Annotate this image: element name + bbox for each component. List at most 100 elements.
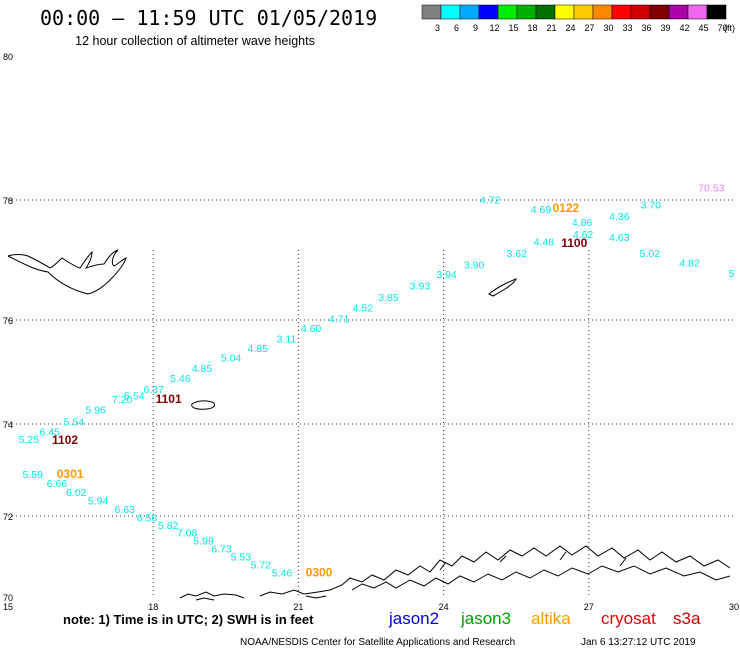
wave-height-value: 4.82 <box>679 258 700 270</box>
legend-swatch-70 <box>706 4 727 20</box>
wave-height-value: 5.54 <box>124 391 145 403</box>
wave-height-value: 6.73 <box>211 543 232 555</box>
wave-height-value: 5.53 <box>231 551 252 563</box>
lat-tick-label-74: 74 <box>3 420 13 430</box>
wave-height-value: 5.59 <box>23 469 44 481</box>
legend-swatch-45 <box>687 4 708 20</box>
wave-height-value: 4.60 <box>301 323 322 335</box>
satellite-legend-s3a: s3a <box>673 609 701 628</box>
legend-swatch-21 <box>535 4 556 20</box>
wave-height-value: 3.70 <box>641 199 662 211</box>
legend-swatch-42 <box>668 4 689 20</box>
satellite-legend-jason2: jason2 <box>388 609 439 628</box>
wave-height-value: 5.02 <box>640 248 661 260</box>
lon-tick-label-15: 15 <box>3 602 13 612</box>
wave-height-value: 4.72 <box>480 195 501 207</box>
lat-tick-label-72: 72 <box>3 512 13 522</box>
lat-tick-label-76: 76 <box>3 316 13 326</box>
lon-tick-label-18: 18 <box>148 602 158 612</box>
wave-height-value: 4.69 <box>531 204 552 216</box>
legend-swatch-24 <box>554 4 575 20</box>
legend-swatch-18 <box>516 4 537 20</box>
wave-height-color-legend: 3 6 9 12 15 18 21 24 27 30 33 36 39 42 45 70 <box>421 4 728 33</box>
legend-label-42: 42 <box>679 23 689 33</box>
wave-height-value: 5.96 <box>85 405 106 417</box>
wave-height-value: 5.46 <box>170 373 191 385</box>
spitsbergen-coast <box>7 249 127 295</box>
legend-label-9: 9 <box>473 23 478 33</box>
satellite-legend-jason3: jason3 <box>460 609 511 628</box>
legend-label-12: 12 <box>489 23 499 33</box>
land-outlines <box>7 249 731 601</box>
legend-swatch-9 <box>459 4 480 20</box>
satellite-legend: jason2 jason3 altika cryosat s3a <box>388 609 701 628</box>
wave-height-value: 3.90 <box>464 259 485 271</box>
wave-height-value: 4.48 <box>534 237 555 249</box>
wave-height-value: 5.46 <box>272 568 293 580</box>
wave-height-value: 5.04 <box>221 353 242 365</box>
pass-time-label: 1100 <box>561 236 587 250</box>
wave-height-value: 70.53 <box>698 182 724 194</box>
wave-height-value: 4.71 <box>329 314 350 326</box>
legend-label-3: 3 <box>435 23 440 33</box>
wave-height-value: 3.85 <box>378 292 399 304</box>
map-area: 15 18 21 24 27 30 70 72 74 76 78 80 4.72 4.69 0122 3.7… <box>3 52 739 612</box>
legend-swatch-12 <box>478 4 499 20</box>
wave-height-value: 4.85 <box>192 363 213 375</box>
legend-label-6: 6 <box>454 23 459 33</box>
wave-height-value: 6.37 <box>144 384 165 396</box>
wave-height-value: 5.54 <box>64 416 85 428</box>
legend-label-30: 30 <box>603 23 613 33</box>
legend-label-70: 70 <box>717 23 727 33</box>
wave-height-value: 3.11 <box>277 333 297 345</box>
legend-label-21: 21 <box>546 23 556 33</box>
page-subtitle: 12 hour collection of altimeter wave hei… <box>75 34 315 48</box>
page-title: 00:00 – 11:59 UTC 01/05/2019 <box>40 6 377 30</box>
legend-label-18: 18 <box>527 23 537 33</box>
legend-swatch-30 <box>592 4 613 20</box>
wave-height-value: 5.25 <box>19 434 40 446</box>
norway-coast <box>179 545 731 601</box>
legend-label-24: 24 <box>565 23 575 33</box>
wave-height-value: 5 <box>729 268 735 280</box>
pass-time-label: 0300 <box>306 565 333 579</box>
legend-swatch-15 <box>497 4 518 20</box>
graticule: 15 18 21 24 27 30 70 72 74 76 78 80 <box>3 52 739 612</box>
legend-label-39: 39 <box>660 23 670 33</box>
legend-label-27: 27 <box>584 23 594 33</box>
wave-height-value: 4.86 <box>572 217 593 229</box>
wave-height-value: 4.36 <box>609 211 630 223</box>
legend-label-33: 33 <box>622 23 632 33</box>
wave-height-value: 6.45 <box>39 427 60 439</box>
wave-height-value: 6.02 <box>66 487 87 499</box>
pass-time-label: 0122 <box>553 201 580 215</box>
wave-height-value: 5.99 <box>193 535 214 547</box>
lon-tick-label-30: 30 <box>729 602 739 612</box>
wave-height-value: 5.82 <box>158 520 179 532</box>
lon-tick-label-27: 27 <box>584 602 594 612</box>
wave-height-value: 4.62 <box>573 229 594 241</box>
wave-height-value: 3.94 <box>436 269 457 281</box>
legend-swatch-3 <box>421 4 442 20</box>
lon-tick-label-21: 21 <box>293 602 303 612</box>
legend-label-45: 45 <box>698 23 708 33</box>
legend-swatch-39 <box>649 4 670 20</box>
wave-height-value: 7.20 <box>112 394 133 406</box>
legend-swatch-36 <box>630 4 651 20</box>
legend-unit-label: (ft) <box>724 23 735 33</box>
legend-label-36: 36 <box>641 23 651 33</box>
legend-swatch-33 <box>611 4 632 20</box>
wave-height-value: 3.93 <box>410 280 431 292</box>
footer-note: note: 1) Time is in UTC; 2) SWH is in fe… <box>63 612 314 627</box>
wave-height-value: 3.62 <box>507 248 528 260</box>
satellite-legend-altika: altika <box>531 609 571 628</box>
wave-height-value: 6.66 <box>47 478 68 490</box>
lat-tick-label-78: 78 <box>3 196 13 206</box>
wave-height-value: 6.63 <box>114 504 135 516</box>
legend-swatch-27 <box>573 4 594 20</box>
wave-height-value: 5.94 <box>88 496 109 508</box>
lon-tick-label-24: 24 <box>439 602 449 612</box>
wave-height-value: 4.85 <box>248 343 269 355</box>
